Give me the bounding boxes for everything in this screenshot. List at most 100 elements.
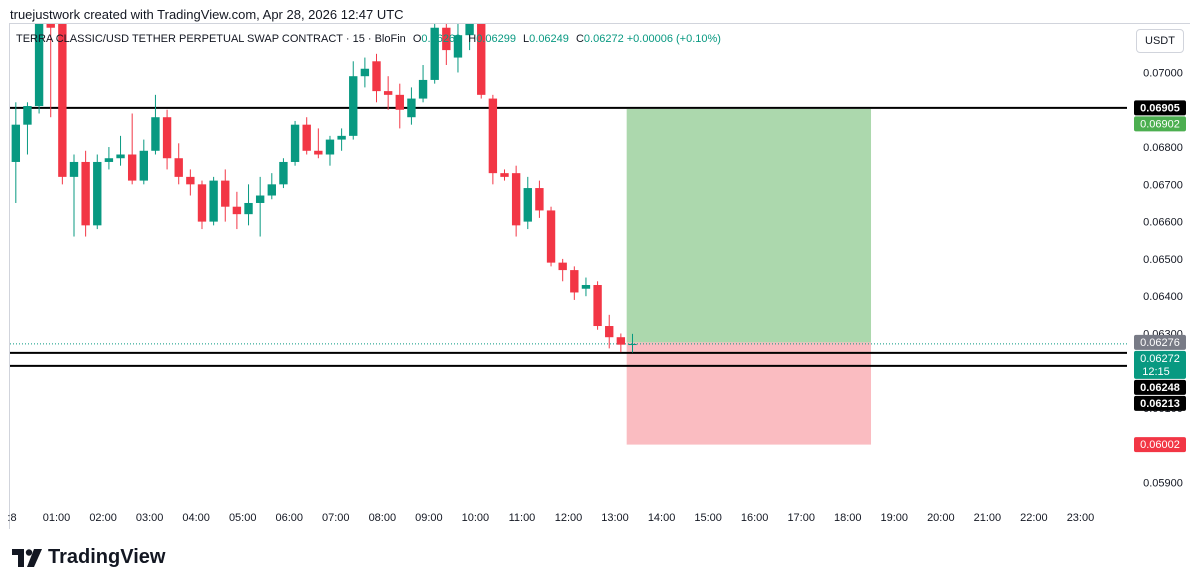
candle [93,154,102,230]
candle-body [395,94,404,110]
loss-zone [626,342,872,445]
legend-low-label: L [523,33,530,45]
price-tag-bg [1134,379,1186,395]
candle-body [628,343,637,346]
candle [337,128,346,151]
price-tag-countdown: 12:15 [1142,366,1170,378]
candle-body [11,124,21,162]
candle [535,180,544,218]
candle-body [383,91,393,95]
candle [81,150,90,237]
price-tag-bg [1134,350,1186,379]
candle-body [174,158,183,177]
price-tag: 0.06276 [1134,334,1186,350]
price-tick-label: 0.06800 [1143,142,1183,154]
price-tick-label: 0.06500 [1143,254,1183,266]
candle [255,176,265,237]
candle [488,94,498,185]
candle [593,281,602,330]
candle-body [151,117,160,151]
candle-body [104,158,114,162]
candle-body [337,135,346,140]
time-tick-label: :8 [7,512,16,524]
time-tick-label: 02:00 [89,512,117,524]
time-tick-label: 22:00 [1020,512,1048,524]
candle [605,314,614,349]
price-tag: 0.06905 [1134,100,1186,116]
candle [139,139,148,185]
price-tag-bg [1134,100,1186,116]
chart-frame [9,23,1190,529]
time-tick-label: 23:00 [1067,512,1095,524]
price-tick-label: 0.06600 [1143,217,1183,229]
price-tag-label: 0.06272 [1140,353,1180,365]
time-tick-label: 15:00 [694,512,722,524]
legend-change: +0.00006 (+0.10%) [626,33,721,45]
candle-body [162,117,172,159]
candle-body [360,68,370,77]
candle-body [116,154,125,159]
time-tick-label: 08:00 [369,512,397,524]
candle-body [488,98,498,174]
candle [34,24,44,114]
candle-body [302,124,311,151]
candle-body [290,124,300,162]
candle-body [372,61,381,92]
candlestick-chart[interactable]: 0.059000.060000.061000.062000.063000.064… [0,0,1200,530]
price-tag-label: 0.06002 [1140,439,1180,451]
price-tag-label: 0.06905 [1140,102,1180,114]
price-tag-bg [1134,334,1186,350]
legend-open: 0.06269 [421,33,462,45]
candle [558,258,567,282]
candle-body [69,161,79,177]
candle [546,206,556,267]
price-tag-label: 0.06276 [1140,337,1180,349]
candle [162,109,172,170]
legend-low: 0.06249 [529,33,569,45]
candle-body [34,24,44,107]
candle [69,154,79,237]
price-tag-bg [1134,437,1186,453]
candle [23,102,32,155]
candle [325,135,335,166]
price-tag-label: 0.06248 [1140,382,1180,394]
candle-body [605,326,614,338]
time-axis[interactable]: :8 01:00 02:00 03:00 04:00 05:00 06:00 07:00 08:… [7,512,1094,524]
tradingview-logo-icon [12,548,42,567]
candle [523,176,532,230]
candle-body [581,285,591,289]
time-tick-label: 21:00 [974,512,1002,524]
candle-body [46,24,55,28]
price-tag: 0.06248 [1134,379,1186,395]
time-tick-label: 01:00 [43,512,71,524]
symbol-legend: TERRA CLASSIC/USD TETHER PERPETUAL SWAP … [16,33,721,45]
candle [46,24,55,118]
price-tick-label: 0.06700 [1143,179,1183,191]
candle [349,61,358,140]
price-tag-label: 0.06902 [1140,118,1180,130]
candle [570,266,579,300]
candle [418,65,428,103]
candle [197,180,207,230]
candle [360,57,370,88]
candle-body [523,188,532,222]
currency-selector[interactable]: USDT [1136,29,1184,53]
candle [500,169,509,181]
price-tag-bg [1134,395,1186,411]
candle-body [535,188,544,211]
candle [221,169,230,222]
candle-body [616,337,626,345]
candle [407,87,416,125]
candle-body [418,79,428,99]
candle [581,277,591,297]
time-tick-label: 14:00 [648,512,676,524]
time-tick-label: 04:00 [182,512,210,524]
candle [127,113,137,185]
candle-body [244,202,253,215]
legend-open-label: O [412,33,422,45]
candle-body [430,27,439,80]
time-tick-label: 03:00 [136,512,164,524]
time-tick-label: 07:00 [322,512,350,524]
time-tick-label: 12:00 [555,512,583,524]
price-tick-label: 0.07000 [1143,67,1183,79]
